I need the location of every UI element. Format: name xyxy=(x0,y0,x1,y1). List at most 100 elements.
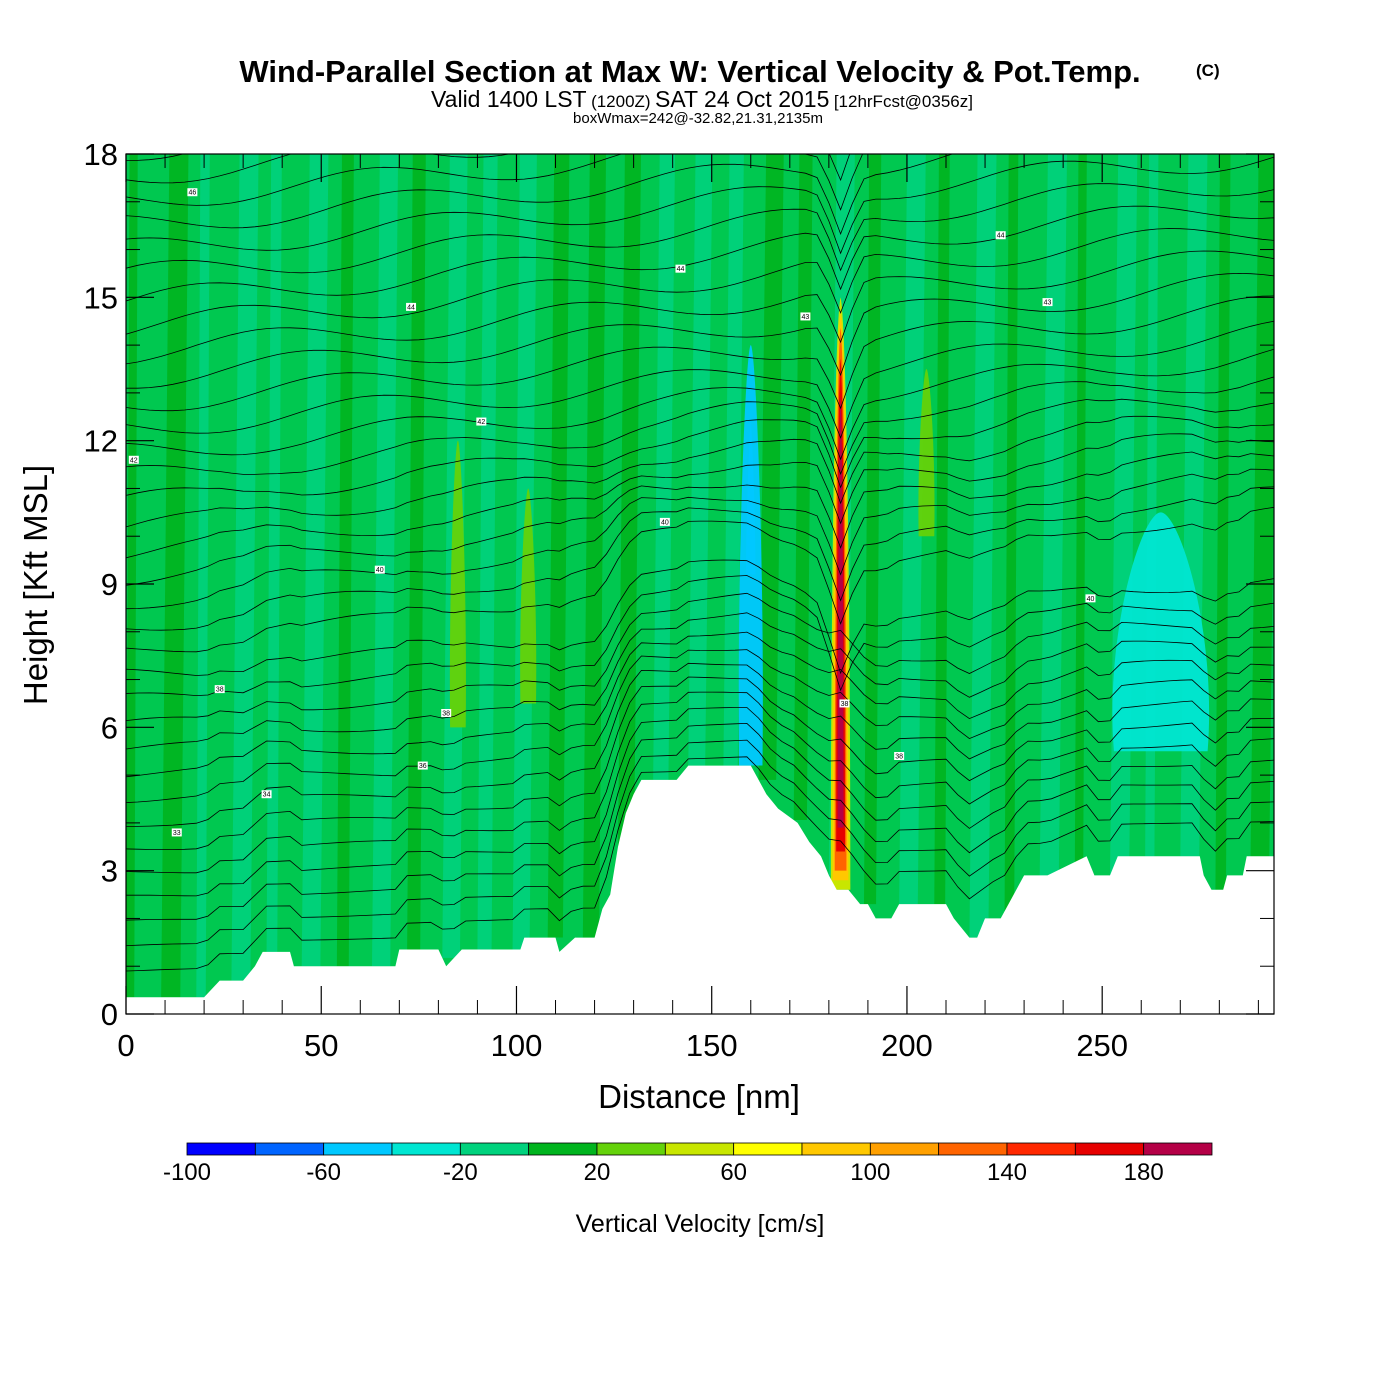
colorbar-swatch xyxy=(1143,1142,1213,1156)
contour-label-text: 38 xyxy=(841,701,849,708)
velocity-stripe xyxy=(1074,154,1087,863)
contour-label-box xyxy=(406,302,417,311)
contour-label-box xyxy=(441,709,452,717)
contour-label-box xyxy=(659,517,670,526)
contour-label-box xyxy=(800,312,811,321)
velocity-stripe xyxy=(864,154,882,905)
contour-label-text: 38 xyxy=(895,754,903,761)
theta-contour-label: 40 xyxy=(374,565,385,574)
contour-label-box xyxy=(171,828,182,837)
colorbar-tick-labels: -100 -60 -20 20 60 100 140 180 xyxy=(163,1159,1164,1186)
theta-contour-line xyxy=(126,486,1274,631)
velocity-stripe xyxy=(126,154,138,998)
theta-contour-line xyxy=(126,575,1274,697)
theta-contour-label: 44 xyxy=(406,302,417,311)
velocity-stripe xyxy=(582,154,607,938)
weak-updraft-band xyxy=(520,488,537,704)
velocity-stripe xyxy=(758,154,784,780)
colorbar-swatch xyxy=(459,1142,530,1156)
velocity-stripe xyxy=(934,154,950,905)
theta-contour-line xyxy=(126,398,1274,496)
velocity-stripe xyxy=(723,154,744,766)
theta-contour-line xyxy=(126,592,1274,721)
contour-label-text: 40 xyxy=(1087,596,1095,603)
theta-contour-line xyxy=(126,376,1274,476)
colorbar-swatch xyxy=(869,1142,940,1156)
contour-label-box xyxy=(476,417,487,426)
contour-label-text: 34 xyxy=(263,792,271,799)
colorbar-tick-label: 60 xyxy=(720,1159,747,1186)
theta-contours xyxy=(126,154,1274,972)
contour-label-box xyxy=(1085,594,1096,603)
x-tick-label: 250 xyxy=(1076,1028,1128,1063)
theta-contour-line xyxy=(126,559,1274,676)
theta-contour-label: 38 xyxy=(839,699,850,708)
theta-contour-label: 38 xyxy=(441,709,452,718)
contour-label-box xyxy=(675,264,686,273)
downdraft-region xyxy=(1112,512,1210,752)
theta-contour-line xyxy=(126,295,1274,412)
x-tick-label: 0 xyxy=(117,1028,134,1063)
theta-contour-line xyxy=(126,612,1274,750)
contour-label-text: 44 xyxy=(677,266,685,273)
contour-label-box xyxy=(995,231,1006,240)
contour-label-box xyxy=(417,761,428,770)
weak-updraft-band xyxy=(918,369,935,537)
valid-time: Valid 1400 LST xyxy=(431,86,587,112)
contour-label-box xyxy=(839,699,850,708)
velocity-stripe xyxy=(969,154,997,938)
colorbar-tick-label: -20 xyxy=(443,1159,478,1186)
theta-contour-line xyxy=(126,691,1274,874)
chart-title: Wind-Parallel Section at Max W: Vertical… xyxy=(239,54,1140,89)
contour-label-text: 40 xyxy=(661,519,669,526)
theta-contour-line xyxy=(126,433,1274,559)
x-axis: 0 50 100 150 200 250 xyxy=(117,154,1259,1063)
velocity-stripe xyxy=(653,154,675,780)
x-tick-label: 100 xyxy=(491,1028,543,1063)
theta-contour-line xyxy=(126,250,1274,365)
theta-contour-line xyxy=(126,183,1274,274)
theta-contour-line xyxy=(126,154,864,211)
contour-label-text: 33 xyxy=(173,830,181,837)
theta-contour-line xyxy=(126,631,1274,778)
contour-label-text: 38 xyxy=(216,687,224,694)
theta-contour-line xyxy=(126,506,1274,653)
contour-label-text: 43 xyxy=(802,314,810,321)
colorbar-swatch xyxy=(323,1142,393,1156)
contour-label-box xyxy=(214,685,225,694)
theta-contour-label: 33 xyxy=(171,828,182,837)
theta-contour-label: 46 xyxy=(187,188,198,197)
y-axis-label: Height [Kft MSL] xyxy=(17,465,54,705)
theta-contour-label: 44 xyxy=(675,264,686,273)
boxwmax-info: boxWmax=242@-32.82,21.31,2135m xyxy=(573,110,823,127)
velocity-stripe xyxy=(266,154,282,952)
theta-contour-label: 40 xyxy=(1085,594,1096,603)
colorbar-swatch xyxy=(528,1142,598,1156)
theta-contour-labels: 46 44 44 44 43 43 42 42 40 40 40 38 38 38 38 36 34 33 xyxy=(128,188,1096,837)
x-tick-label: 200 xyxy=(881,1028,933,1063)
contour-label-text: 46 xyxy=(188,190,196,197)
downdraft-core xyxy=(746,416,756,575)
theta-contour-line xyxy=(126,756,1274,972)
terrain-profile xyxy=(126,765,1274,1014)
colorbar-swatch xyxy=(1074,1142,1145,1156)
theta-contour-line xyxy=(126,662,1274,827)
theta-contour-line xyxy=(126,722,1274,921)
velocity-stripe xyxy=(231,154,259,981)
copyright-mark: (C) xyxy=(1196,61,1220,80)
theta-contour-line xyxy=(126,348,1274,461)
colorbar-tick-label: 140 xyxy=(987,1159,1027,1186)
colorbar-tick-label: -100 xyxy=(163,1159,211,1186)
contour-label-text: 44 xyxy=(997,233,1005,240)
colorbar-swatch xyxy=(186,1142,256,1156)
theta-contour-label: 34 xyxy=(261,790,272,799)
contour-label-text: 44 xyxy=(407,304,415,311)
velocity-stripe xyxy=(618,154,641,847)
colorbar-title: Vertical Velocity [cm/s] xyxy=(576,1210,825,1238)
theta-contour-label: 36 xyxy=(417,761,428,770)
x-tick-label: 150 xyxy=(686,1028,738,1063)
valid-time-line: Valid 1400 LST (1200Z) SAT 24 Oct 2015 [… xyxy=(431,86,973,112)
colorbar xyxy=(186,1142,1213,1156)
velocity-stripe xyxy=(477,154,498,950)
